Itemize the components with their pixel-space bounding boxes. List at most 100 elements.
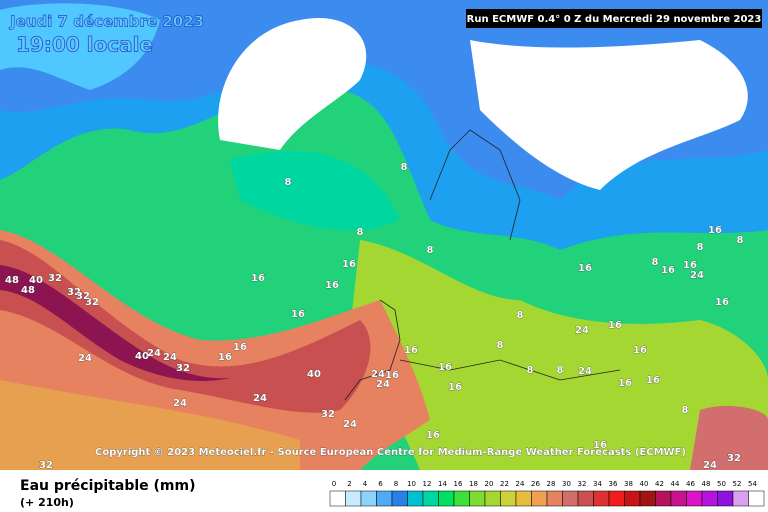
legend-tick-label: 36 xyxy=(609,480,618,488)
legend-swatch xyxy=(577,490,594,507)
legend-tick-label: 10 xyxy=(407,480,416,488)
legend-tick-label: 54 xyxy=(748,480,757,488)
contour-label: 16 xyxy=(593,440,607,451)
contour-label: 8 xyxy=(697,242,704,253)
legend-swatch xyxy=(531,490,548,507)
contour-label: 16 xyxy=(618,378,632,389)
legend-tick-label: 26 xyxy=(531,480,540,488)
legend-swatch xyxy=(345,490,362,507)
legend-tick-label: 12 xyxy=(423,480,432,488)
contour-label: 8 xyxy=(527,365,534,376)
contour-label: 24 xyxy=(343,419,357,430)
contour-label: 24 xyxy=(376,379,390,390)
legend-swatch xyxy=(717,490,734,507)
contour-label: 24 xyxy=(690,270,704,281)
run-info: Run ECMWF 0.4° 0 Z du Mercredi 29 novemb… xyxy=(467,14,762,25)
contour-label: 16 xyxy=(661,265,675,276)
legend-tick-label: 44 xyxy=(671,480,680,488)
contour-label: 8 xyxy=(737,235,744,246)
legend-tick-label: 34 xyxy=(593,480,602,488)
south-area xyxy=(0,380,300,470)
contour-label: 24 xyxy=(147,348,161,359)
contour-label: 24 xyxy=(371,369,385,380)
coastline xyxy=(399,359,621,381)
contour-label: 32 xyxy=(85,297,99,308)
legend-tick-label: 14 xyxy=(438,480,447,488)
legend-tick-label: 2 xyxy=(347,480,351,488)
contour-label: 16 xyxy=(426,430,440,441)
contour-label: 16 xyxy=(218,352,232,363)
cyan-area xyxy=(0,3,160,90)
contour-label: 16 xyxy=(291,309,305,320)
legend-tick-label: 48 xyxy=(702,480,711,488)
legend-tick-label: 50 xyxy=(717,480,726,488)
contour-label: 32 xyxy=(39,460,53,471)
contour-label: 8 xyxy=(517,310,524,321)
legend-swatch xyxy=(546,490,563,507)
legend-swatch xyxy=(422,490,439,507)
contour-label: 48 xyxy=(21,285,35,296)
legend-swatch xyxy=(484,490,501,507)
run-box xyxy=(466,9,762,28)
contour-label: 24 xyxy=(575,325,589,336)
legend-tick-label: 42 xyxy=(655,480,664,488)
legend-tick-label: 16 xyxy=(454,480,463,488)
east-warm xyxy=(690,405,768,470)
contour-label: 16 xyxy=(325,280,339,291)
contour-label: 32 xyxy=(176,363,190,374)
arctic-ice xyxy=(470,40,748,190)
contour-label: 24 xyxy=(253,393,267,404)
legend-tick-label: 4 xyxy=(363,480,368,488)
contour-label: 16 xyxy=(633,345,647,356)
legend-swatch xyxy=(732,490,749,507)
river-core xyxy=(0,265,230,381)
contour-label: 16 xyxy=(646,375,660,386)
legend-tick-label: 8 xyxy=(394,480,398,488)
legend-tick-label: 18 xyxy=(469,480,478,488)
contour-label: 16 xyxy=(708,225,722,236)
contour-label: 16 xyxy=(438,362,452,373)
legend-swatch xyxy=(562,490,579,507)
contour-label: 32 xyxy=(48,273,62,284)
legend-swatch xyxy=(608,490,625,507)
greenland-ice xyxy=(218,18,367,150)
legend-swatch xyxy=(329,490,346,507)
legend-swatch xyxy=(469,490,486,507)
atmospheric-river xyxy=(0,240,371,413)
contour-label: 8 xyxy=(285,177,292,188)
copyright: Copyright © 2023 Meteociel.fr - Source E… xyxy=(95,447,686,458)
contour-label: 8 xyxy=(682,405,689,416)
contour-label: 8 xyxy=(357,227,364,238)
contour-label: 16 xyxy=(385,370,399,381)
legend-swatch xyxy=(438,490,455,507)
contour-label: 16 xyxy=(448,382,462,393)
legend-tick-label: 40 xyxy=(640,480,649,488)
legend-tick-label: 46 xyxy=(686,480,695,488)
legend-swatch xyxy=(624,490,641,507)
moist-band xyxy=(230,150,400,231)
contour-label: 16 xyxy=(578,263,592,274)
legend-swatch xyxy=(655,490,672,507)
legend-swatch xyxy=(407,490,424,507)
forecast-date: Jeudi 7 décembre 2023 xyxy=(9,13,204,31)
legend-swatch xyxy=(593,490,610,507)
europe-area xyxy=(350,240,768,470)
legend-swatch xyxy=(376,490,393,507)
contour-label: 24 xyxy=(578,366,592,377)
contour-label: 16 xyxy=(608,320,622,331)
contour-label: 32 xyxy=(727,453,741,464)
coastline xyxy=(344,299,401,401)
contour-label: 32 xyxy=(76,291,90,302)
contour-label: 16 xyxy=(233,342,247,353)
contour-label: 16 xyxy=(342,259,356,270)
legend-swatch xyxy=(686,490,703,507)
legend-tick-label: 20 xyxy=(485,480,494,488)
contour-label: 48 xyxy=(5,275,19,286)
legend-swatch xyxy=(500,490,517,507)
legend-tick-label: 28 xyxy=(547,480,556,488)
legend-tick-label: 30 xyxy=(562,480,571,488)
contour-label: 16 xyxy=(404,345,418,356)
legend-swatch xyxy=(639,490,656,507)
